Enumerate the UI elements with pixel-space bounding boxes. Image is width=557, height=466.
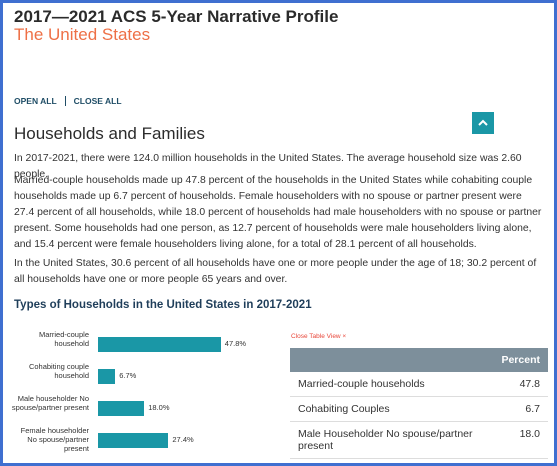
paragraph: In 2017-2021, there were 124.0 million h… <box>14 153 522 180</box>
data-label: 47.8% <box>224 339 247 348</box>
y-tick-label: Male householder No spouse/partner prese… <box>11 394 89 412</box>
table-row: Male Householder No spouse/partner prese… <box>290 421 548 459</box>
page-title: 2017—2021 ACS 5-Year Narrative Profile <box>14 7 339 26</box>
toolbar: OPEN ALL CLOSE ALL <box>14 96 122 106</box>
bar <box>98 401 145 416</box>
chart: Married-couple household 47.8% Cohabiting … <box>3 321 283 463</box>
data-label: 27.4% <box>172 435 194 444</box>
y-tick-label: Female householder No spouse/partner pre… <box>20 426 89 453</box>
chart-title: Types of Households in the United States… <box>14 299 312 311</box>
data-label: 6.7% <box>119 371 137 380</box>
bar <box>98 369 116 384</box>
bar <box>98 433 169 448</box>
collapse-button[interactable] <box>472 112 494 134</box>
table-cell-label: Male Householder No spouse/partner prese… <box>290 421 512 459</box>
table-row: Married-couple households 47.8 <box>290 372 548 397</box>
paragraph: Married-couple households made up 47.8 p… <box>14 175 542 250</box>
table-cell-label: Cohabiting Couples <box>290 396 512 422</box>
separator <box>64 96 66 106</box>
table-cell-value: 6.7 <box>511 396 548 422</box>
open-all[interactable]: OPEN ALL <box>14 96 57 106</box>
table-row: Cohabiting Couples 6.7 <box>290 396 548 422</box>
y-tick-label: Married-couple household <box>38 330 89 348</box>
data-label: 18.0% <box>148 403 170 412</box>
section-title: Households and Families <box>14 124 205 143</box>
paragraph: In the United States, 30.6 percent of al… <box>14 258 537 285</box>
table-body: Married-couple households 47.8 Cohabiting … <box>290 372 548 459</box>
page-subtitle: The United States <box>14 25 151 44</box>
table-cell-value: 47.8 <box>511 372 548 397</box>
close-all[interactable]: CLOSE ALL <box>73 96 122 106</box>
chevron-icon <box>478 119 488 126</box>
table-header: Percent <box>290 348 548 372</box>
table-cell-label: Married-couple households <box>290 372 512 397</box>
data-table: Percent Married-couple households 47.8 Coh… <box>290 348 548 459</box>
table-header-row: Percent <box>290 348 548 372</box>
y-tick-label: Cohabiting couple household <box>28 362 89 380</box>
table-toggle[interactable]: Close Table View × <box>291 333 347 340</box>
bar <box>98 337 221 352</box>
table-cell-value: 18.0 <box>511 421 548 459</box>
